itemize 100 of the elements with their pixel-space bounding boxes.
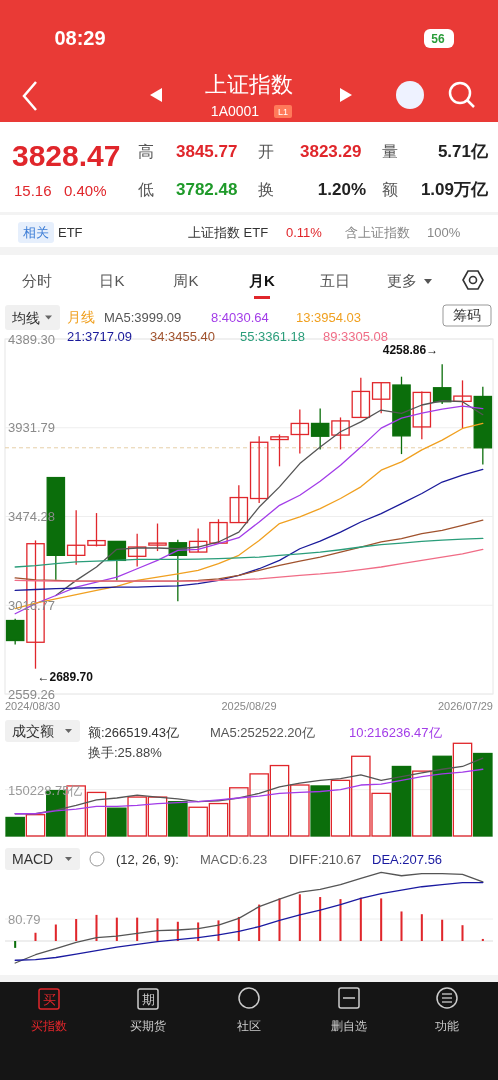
bar	[412, 770, 432, 837]
text: 功能	[435, 1019, 459, 1033]
bar	[107, 807, 127, 837]
text: 周K	[173, 272, 199, 289]
candlestick	[331, 416, 350, 451]
bar	[156, 918, 159, 941]
chart-title: 成交额	[12, 723, 54, 739]
y-tick-label: 2559.26	[8, 686, 55, 702]
text: 换	[258, 181, 274, 198]
text: (12, 26, 9):	[116, 852, 179, 867]
candlestick	[270, 433, 289, 467]
text: 买期货	[130, 1019, 166, 1033]
bar	[115, 917, 118, 941]
bar	[319, 897, 322, 941]
series-label: DIFF:210.67	[289, 852, 362, 867]
text: 社区	[237, 1019, 261, 1033]
bar	[441, 919, 444, 941]
bar	[420, 914, 423, 941]
bar	[278, 898, 281, 941]
text: 月K	[248, 272, 276, 289]
text: 量	[382, 143, 398, 160]
line-series	[14, 537, 484, 568]
bar	[339, 899, 342, 941]
y-tick-label: 4389.30	[8, 331, 55, 347]
annotation: 换手:25.88%	[88, 745, 163, 760]
candlestick	[290, 408, 310, 455]
bar	[380, 898, 383, 941]
text: 89:3305.08	[323, 329, 389, 344]
bar	[14, 941, 17, 948]
text: ETF	[58, 225, 83, 240]
bar	[168, 801, 188, 837]
series-label: DEA:207.56	[372, 852, 443, 867]
text: 3823.29	[300, 142, 362, 161]
candlestick	[127, 532, 147, 568]
text: 买指数	[31, 1019, 67, 1033]
text: 相关	[23, 225, 49, 240]
bar	[54, 924, 57, 941]
bar	[136, 917, 139, 941]
text: 筹码	[453, 307, 481, 323]
candlestick	[5, 618, 25, 646]
bar	[95, 914, 98, 941]
text: 8:4030.64	[211, 310, 269, 325]
text: 低	[138, 181, 154, 198]
text: 含上证指数	[345, 225, 410, 240]
text: 21:3717.09	[67, 329, 133, 344]
text: 1.20%	[317, 180, 366, 199]
bar	[391, 765, 412, 837]
text: 10:216236.47亿	[349, 725, 442, 740]
bar	[310, 785, 330, 837]
text: 分时	[22, 272, 52, 289]
text: 5.71亿	[437, 142, 489, 161]
annotation: 4258.86→	[382, 343, 439, 358]
text: 额	[382, 181, 398, 198]
bar	[432, 755, 452, 837]
text: 34:3455.40	[150, 329, 216, 344]
text: MA5:3999.09	[104, 310, 182, 325]
candlestick	[229, 484, 249, 524]
bar	[400, 911, 403, 941]
bar	[75, 919, 78, 941]
text: 3845.77	[176, 142, 238, 161]
text: 3828.47	[12, 139, 121, 172]
bar	[34, 932, 37, 941]
text: 3782.48	[176, 180, 238, 199]
y-tick-label: 3931.79	[8, 420, 55, 436]
candlestick	[371, 382, 391, 414]
candlestick	[209, 518, 228, 544]
text: 五日	[320, 272, 350, 289]
text: 开	[258, 143, 274, 160]
annotation: ←2689.70	[37, 669, 94, 684]
candlestick	[249, 435, 269, 504]
text: 56	[431, 32, 445, 46]
bar	[258, 904, 261, 941]
text: 高	[138, 143, 154, 160]
text: 0.11%	[286, 225, 323, 240]
text: MACD:6.23	[200, 852, 268, 867]
bar	[473, 752, 493, 837]
bar	[481, 938, 484, 941]
candlestick	[412, 390, 432, 440]
text: L1	[277, 107, 289, 117]
text: 期	[141, 992, 155, 1007]
text: 0.40%	[64, 182, 107, 199]
text: 1A0001	[210, 103, 260, 119]
bar	[461, 925, 464, 941]
chart-title: 均线	[11, 309, 40, 326]
annotation: 80.79	[8, 912, 41, 927]
text: 15.16	[14, 182, 52, 199]
text: MA5:252522.20亿	[210, 725, 315, 740]
bar	[25, 814, 46, 837]
text: 100%	[427, 225, 461, 240]
candlestick	[66, 509, 86, 566]
text: 日K	[99, 272, 125, 289]
candlestick	[351, 377, 371, 419]
candlestick	[148, 522, 167, 552]
bar	[452, 742, 473, 837]
chart-title: MACD	[12, 851, 54, 867]
text: 2026/07/29	[437, 700, 493, 712]
text: 删自选	[331, 1019, 367, 1033]
text: 55:3361.18	[240, 329, 306, 344]
bar	[359, 897, 362, 941]
text: 买	[42, 992, 56, 1007]
